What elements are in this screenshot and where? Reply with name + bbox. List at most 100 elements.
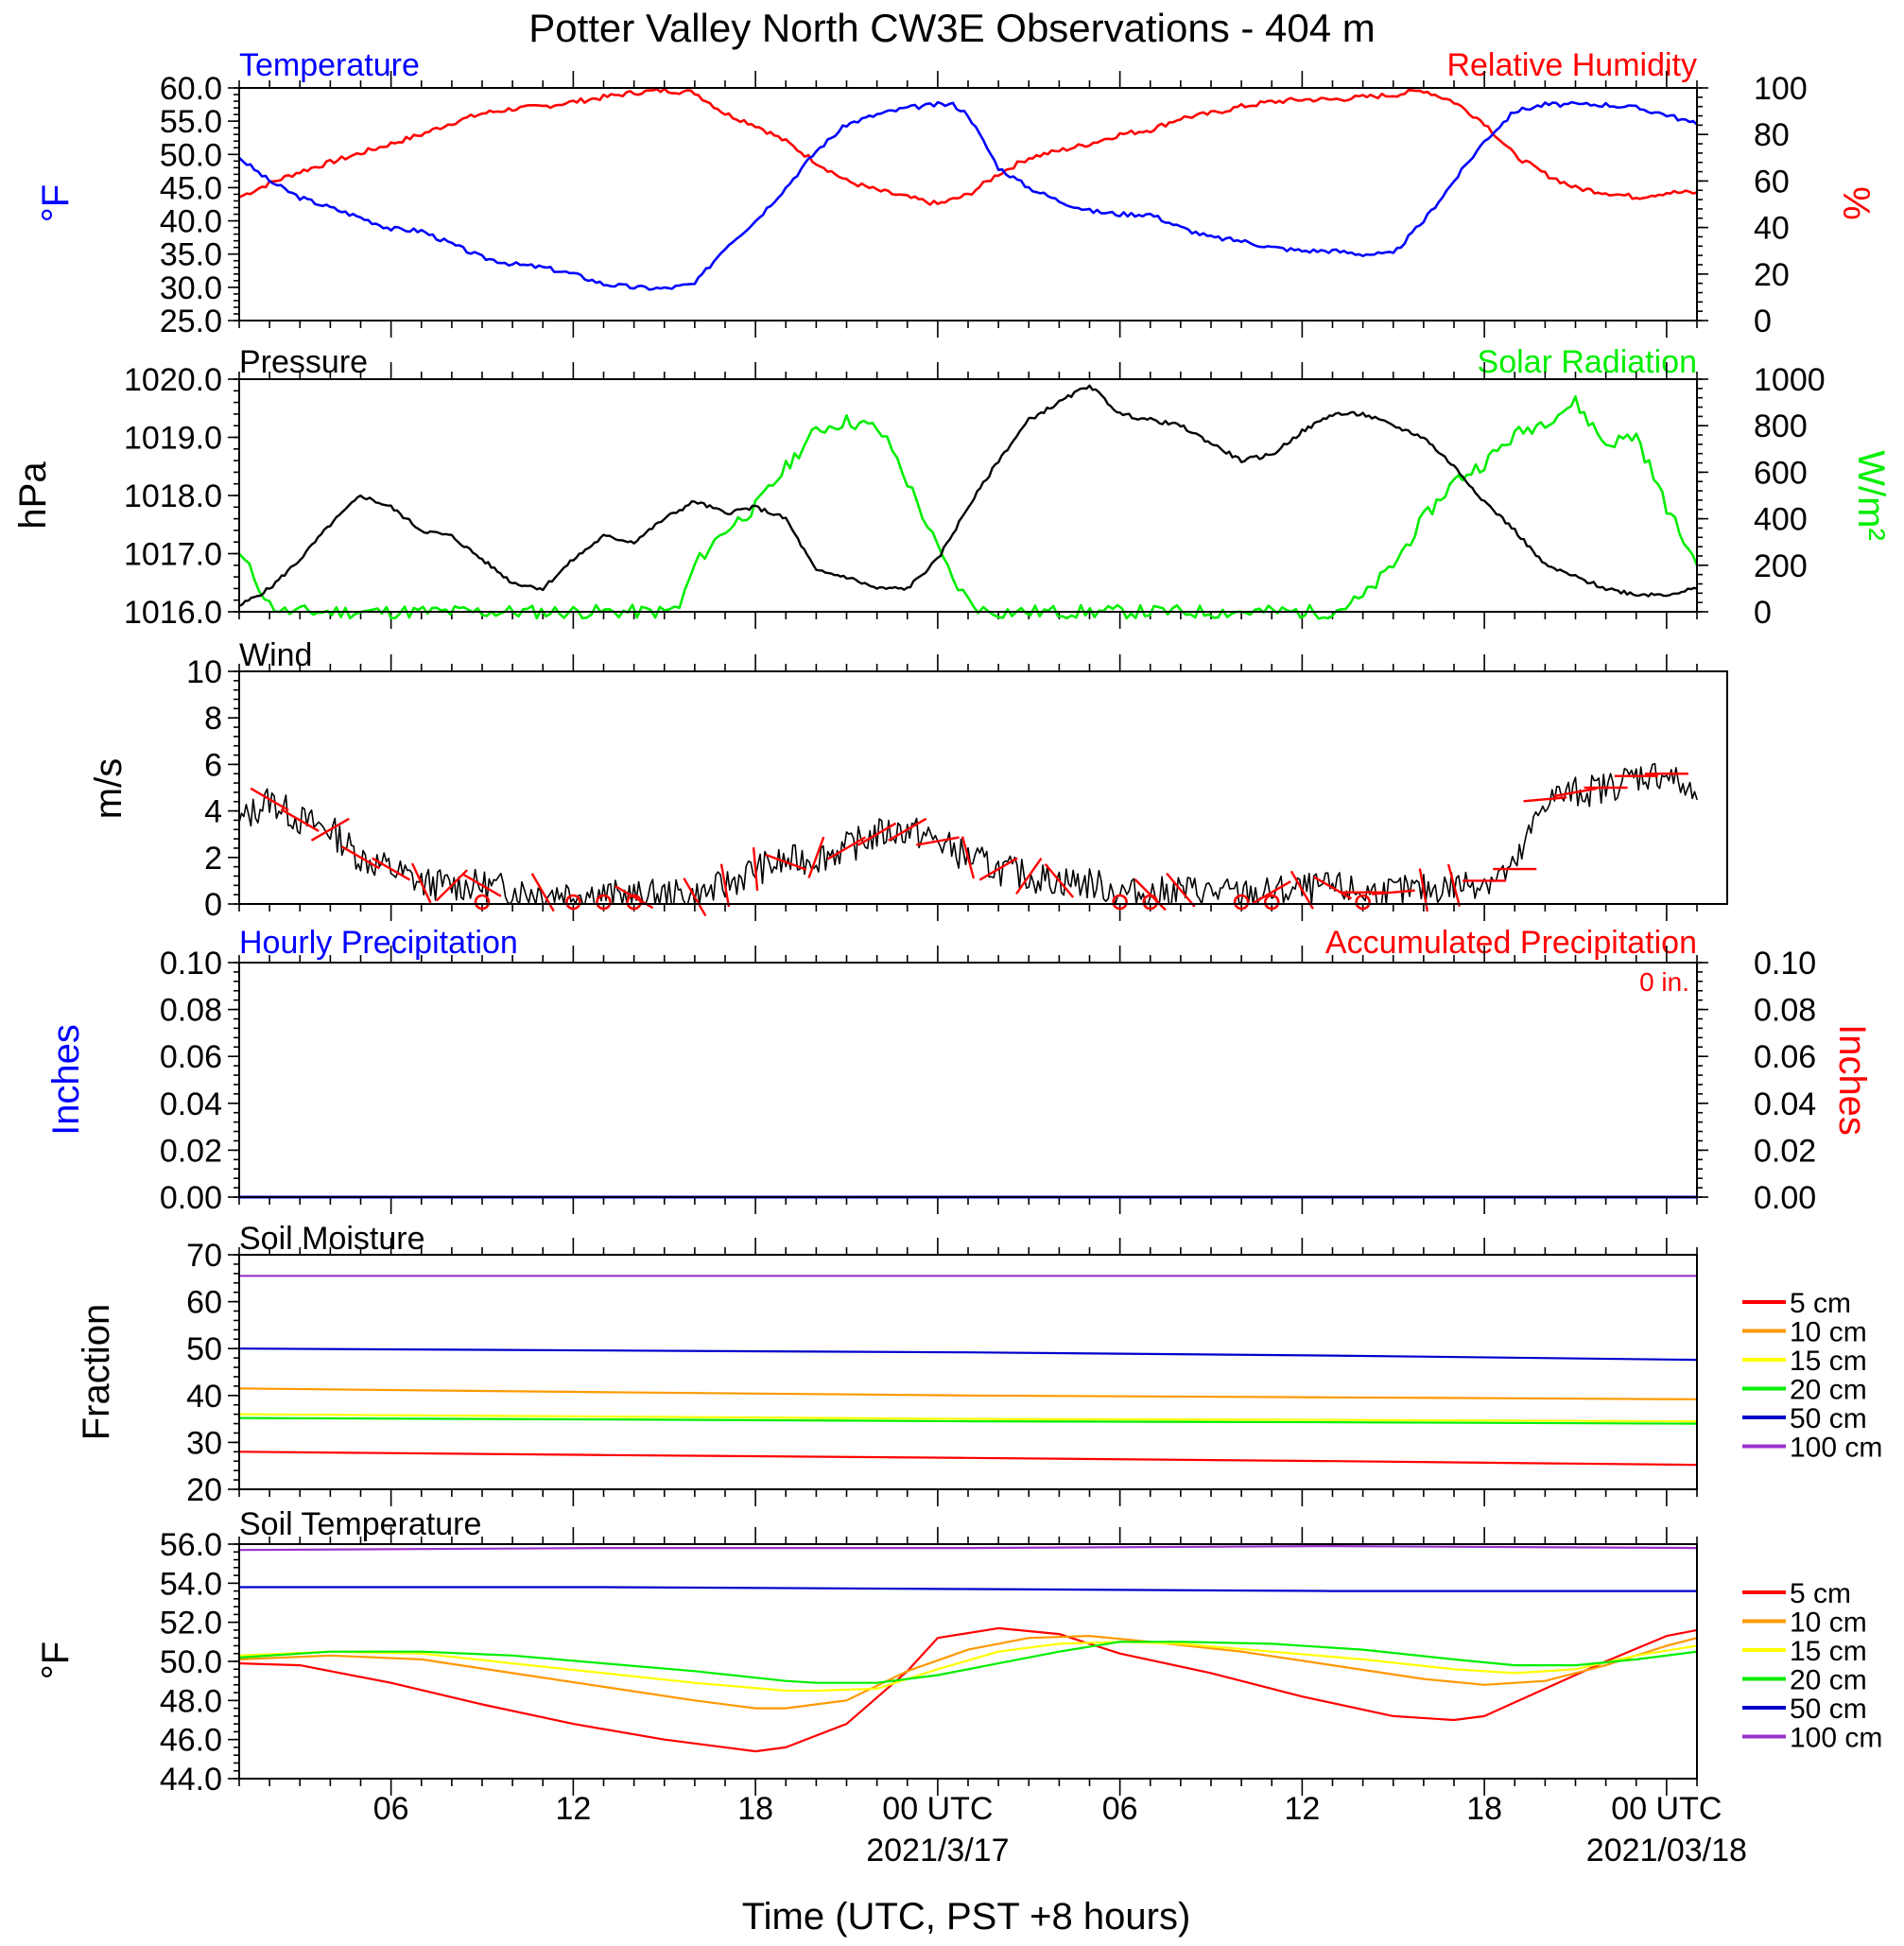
wind-barb (1446, 863, 1462, 907)
rh-tick-label: 80 (1754, 117, 1790, 153)
precip-left-tick-label: 0.04 (160, 1086, 222, 1122)
temp-title: Temperature (239, 47, 420, 83)
soil-moisture-tick-label: 60 (186, 1285, 222, 1321)
legend-label: 10 cm (1790, 1317, 1867, 1348)
solar-tick-label: 400 (1754, 502, 1808, 538)
wind-barb (462, 873, 502, 897)
wind-barb (765, 853, 807, 871)
wind-tick-label: 6 (204, 747, 222, 783)
precip-left-unit: Inches (45, 1024, 87, 1136)
wind-barb (916, 836, 960, 846)
precip-right-unit: Inches (1831, 1024, 1873, 1136)
legend-label: 5 cm (1790, 1288, 1851, 1319)
temp-tick-label: 60.0 (160, 71, 222, 107)
soil-line-10cm (237, 1635, 1699, 1710)
precip-left-tick-label: 0.10 (160, 946, 222, 982)
precip-left-tick-label: 0.08 (160, 993, 222, 1029)
wind-barb (280, 808, 320, 832)
wind-series (238, 762, 1698, 917)
temp-tick-label: 55.0 (160, 104, 222, 140)
wind-barb (410, 862, 432, 904)
rh-unit: % (1835, 186, 1877, 220)
wind-barb (978, 857, 1018, 881)
soil-temp-tick-label: 46.0 (160, 1723, 222, 1759)
wind-barb (1252, 880, 1291, 905)
precip-right-tick-label: 0.00 (1754, 1180, 1816, 1216)
legend-label: 10 cm (1790, 1607, 1867, 1639)
precip-right-tick-label: 0.02 (1754, 1133, 1816, 1169)
soil-line-50cm (237, 1586, 1699, 1592)
solar-tick-label: 1000 (1754, 362, 1826, 398)
soil-line-20cm (237, 1416, 1699, 1425)
legend-label: 15 cm (1790, 1346, 1867, 1377)
rh-tick-label: 0 (1754, 304, 1772, 339)
solar-title: Solar Radiation (1478, 344, 1697, 380)
temp-tick-label: 25.0 (160, 304, 222, 339)
pressure-tick-label: 1018.0 (124, 478, 222, 514)
panel-wind: Wind m/s 10 8 6 4 2 0 (88, 637, 1728, 923)
wind-barb (1553, 787, 1598, 798)
wind-barb (857, 822, 897, 846)
precip-left-tick-label: 0.06 (160, 1039, 222, 1075)
panel-pressure-solar: Pressure Solar Radiation hPa W/m² 1020.0… (12, 344, 1892, 631)
pressure-solar-series (237, 384, 1699, 620)
soil-temp-tick-label: 56.0 (160, 1527, 222, 1563)
temp-tick-label: 35.0 (160, 237, 222, 273)
temp-tick-label: 40.0 (160, 204, 222, 240)
calm-marker (1112, 894, 1128, 911)
date-label: 2021/03/18 (1586, 1833, 1747, 1868)
wind-barb (807, 836, 825, 878)
time-tick-label: 06 (1102, 1791, 1138, 1827)
pressure-tick-label: 1017.0 (124, 537, 222, 573)
temp-rh-axes: 60.055.050.045.040.035.030.025.0 100 80 60 4… (160, 71, 1808, 339)
rh-tick-label: 20 (1754, 257, 1790, 293)
time-tick-label: 00 UTC (1611, 1791, 1722, 1827)
wind-tick-label: 0 (204, 887, 222, 923)
figure-title: Potter Valley North CW3E Observations - … (528, 6, 1376, 50)
rh-tick-label: 40 (1754, 211, 1790, 247)
calm-marker (565, 894, 581, 911)
panel-soil-temp: Soil Temperature °F 56.054.0 52.050.048.0… (35, 1506, 1882, 1798)
legend-label: 50 cm (1790, 1694, 1867, 1725)
wind-barb (1166, 872, 1196, 908)
precip-right-tick-label: 0.08 (1754, 993, 1816, 1029)
time-tick-label: 00 UTC (882, 1791, 993, 1827)
precip-left-tick-label: 0.02 (160, 1133, 222, 1169)
soil-moisture-tick-label: 40 (186, 1379, 222, 1415)
solar-tick-label: 200 (1754, 548, 1808, 584)
pressure-tick-label: 1016.0 (124, 595, 222, 631)
pressure-title: Pressure (239, 344, 368, 380)
wind-barb (683, 877, 707, 917)
wind-axes: 10 8 6 4 2 0 (186, 654, 1698, 923)
soil-temp-frame (238, 1543, 1698, 1780)
panel-soil-moisture: Soil Moisture Fraction 70 60 50 40 30 20 5 cm… (76, 1221, 1882, 1508)
time-axis: 06 12 18 00 UTC 06 12 18 00 UTC 2021/3/17 2021/03… (373, 1791, 1747, 1868)
wind-barb (310, 817, 350, 842)
precip-axes: 0.10 0.08 0.06 0.04 0.02 0.00 0.10 0.08 0.06 0.04… (160, 946, 1816, 1216)
wind-barb (372, 857, 411, 881)
pressure-line (237, 384, 1699, 607)
calm-marker (626, 894, 642, 911)
rh-tick-label: 100 (1754, 71, 1808, 107)
soil-line-15cm (237, 1413, 1699, 1423)
wind-barb (826, 836, 867, 860)
pressure-tick-label: 1020.0 (124, 362, 222, 398)
solar-tick-label: 800 (1754, 408, 1808, 444)
legend-label: 20 cm (1790, 1665, 1867, 1696)
soil-line-5cm (237, 1451, 1699, 1467)
soil-line-5cm (237, 1626, 1699, 1753)
precip-frame (238, 962, 1698, 1198)
rh-title: Relative Humidity (1446, 47, 1697, 83)
wind-barb (1523, 796, 1567, 803)
time-tick-label: 12 (555, 1791, 591, 1827)
panel-temp-rh: Temperature Relative Humidity °F % 60.05… (35, 47, 1877, 339)
solar-unit: W/m² (1850, 450, 1892, 541)
wind-barb (961, 836, 976, 879)
wind-barb (888, 817, 927, 842)
panel-precip: Hourly Precipitation Accumulated Precipi… (45, 925, 1873, 1216)
soil-temp-title: Soil Temperature (239, 1506, 481, 1542)
soil-line-20cm (237, 1641, 1699, 1684)
wind-tick-label: 4 (204, 794, 222, 830)
soil-line-50cm (237, 1347, 1699, 1362)
